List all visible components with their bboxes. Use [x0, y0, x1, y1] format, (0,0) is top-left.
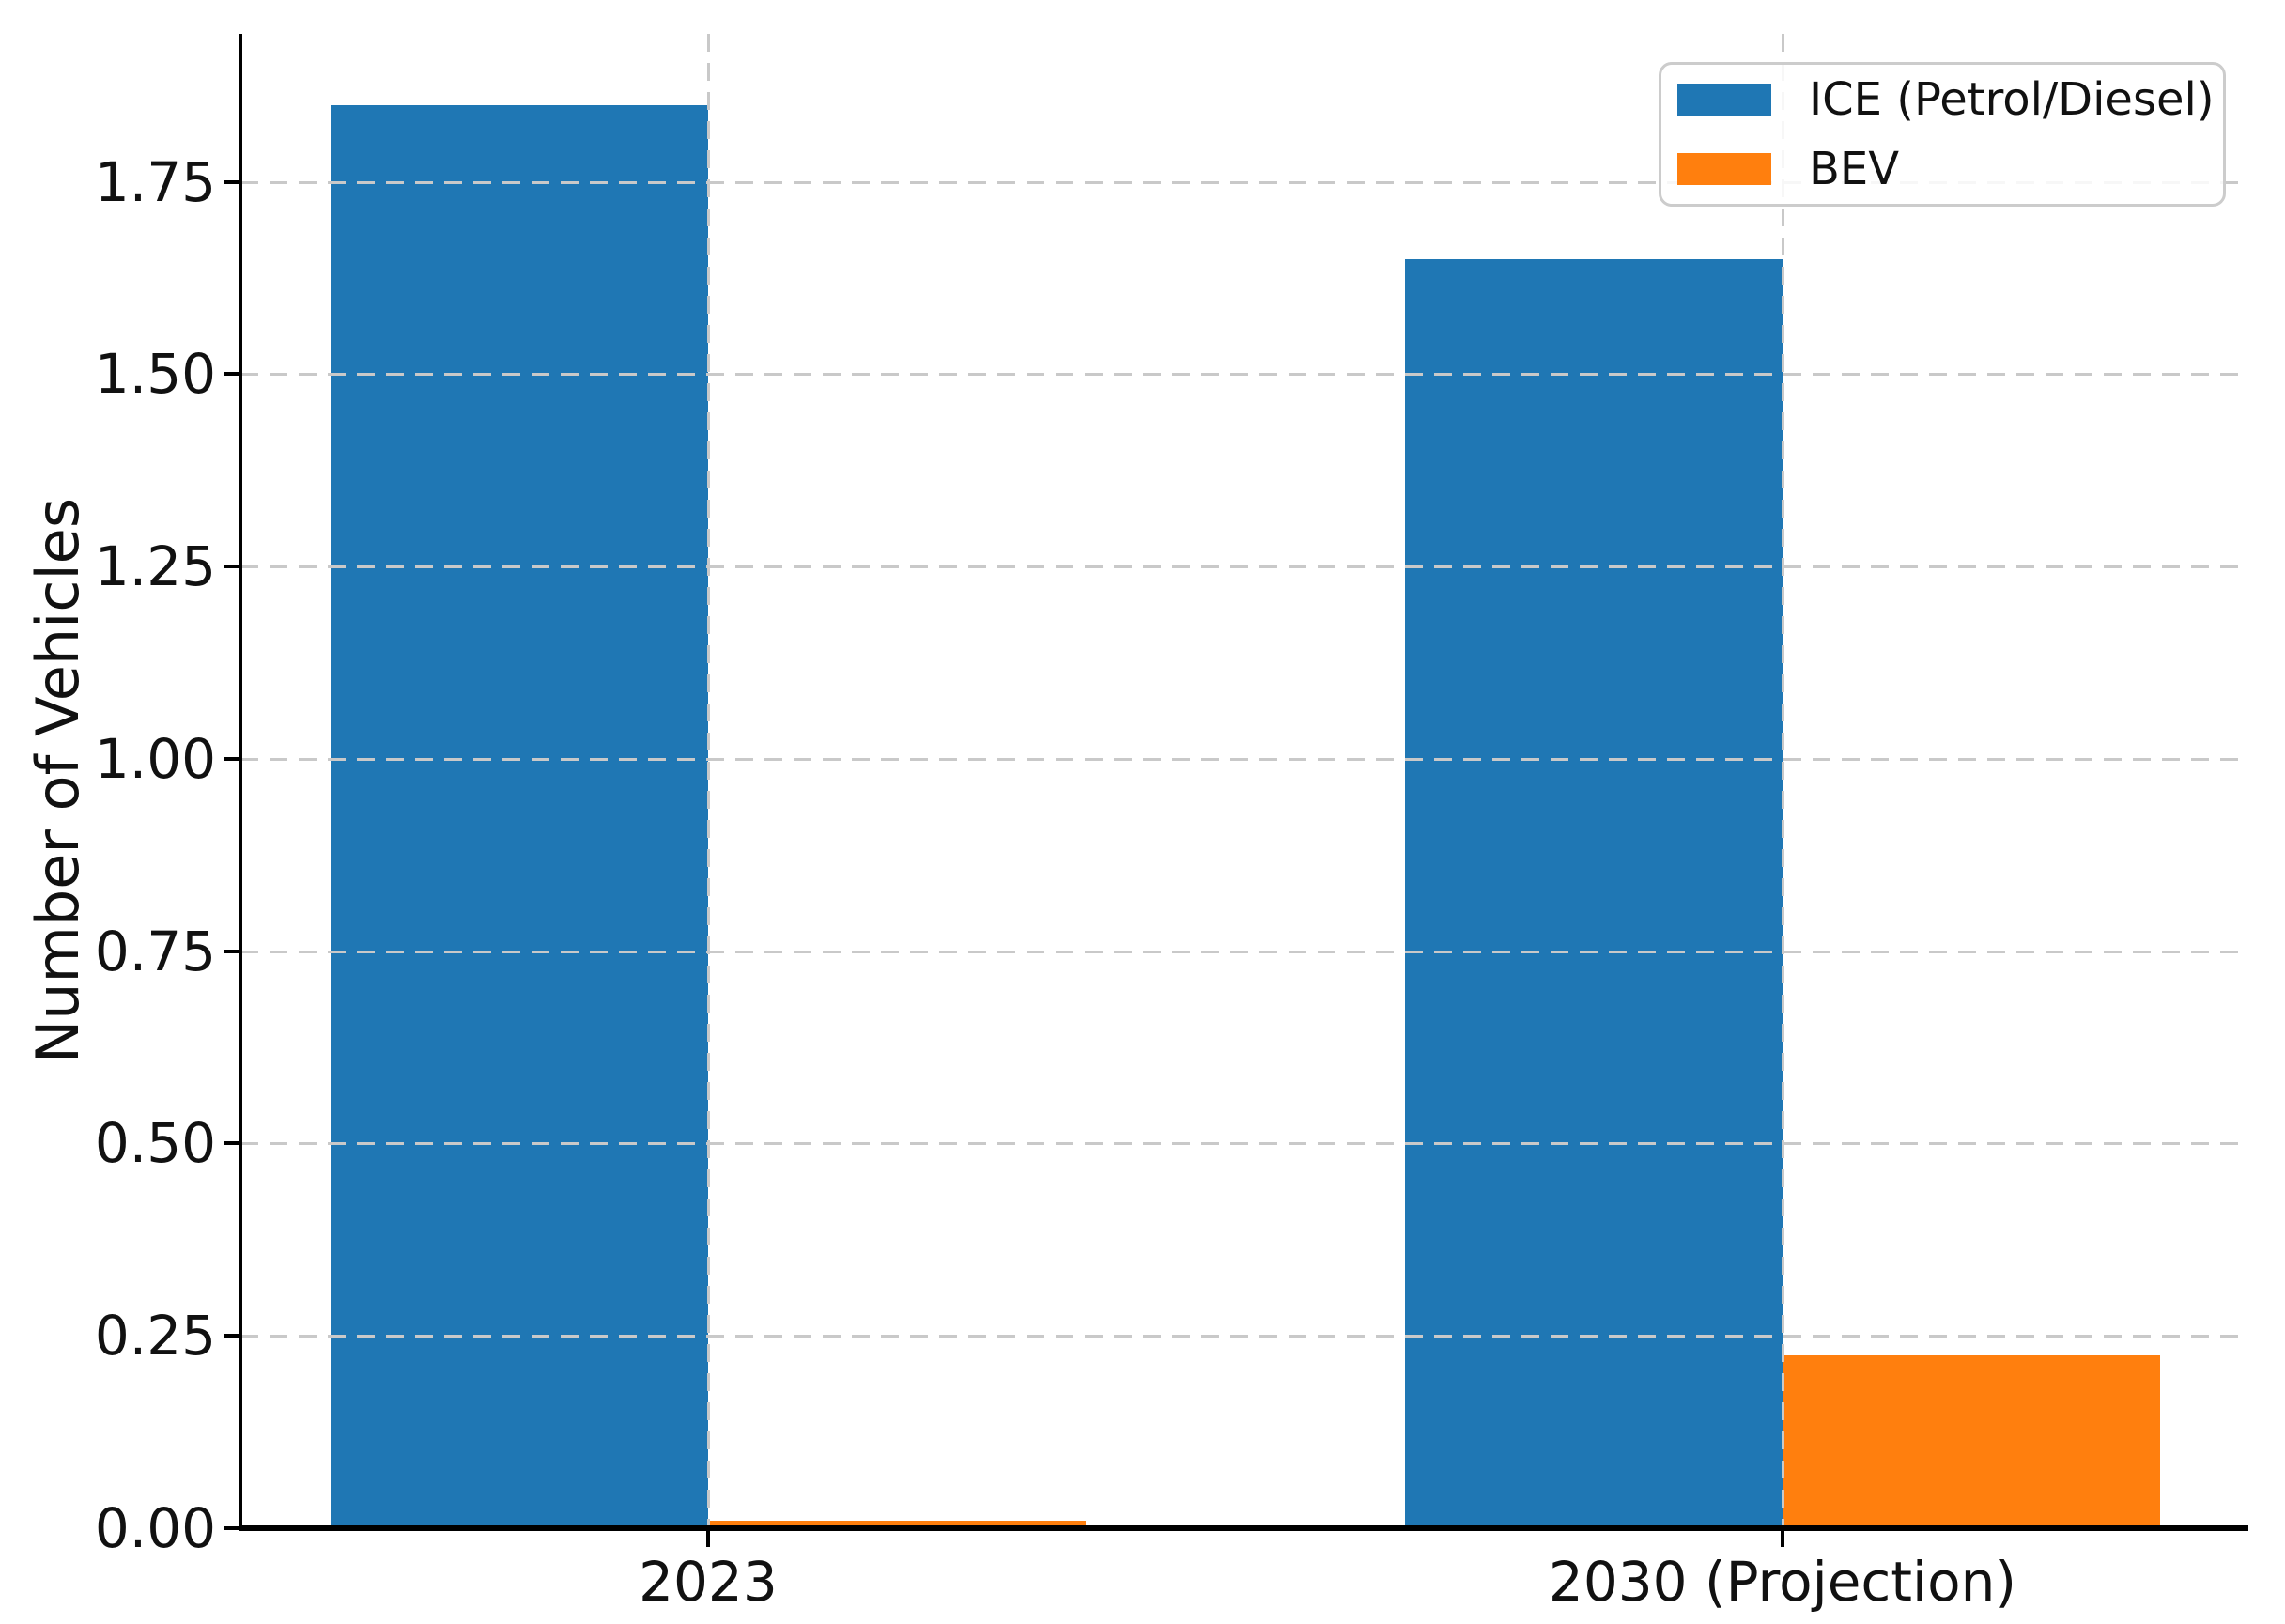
y-tick-label: 0.25	[94, 1304, 216, 1369]
x-tick-label: 2030 (Projection)	[1548, 1550, 2017, 1614]
legend-swatch-ice-petrol-diesel	[1677, 84, 1771, 116]
y-tick-label: 1.00	[94, 726, 216, 791]
legend-row-bev: BEV	[1677, 147, 2223, 192]
y-tick-label: 0.50	[94, 1111, 216, 1176]
gridline-h-1.75	[240, 180, 2248, 184]
y-tick-mark-0.50	[224, 1141, 240, 1146]
y-tick-mark-0.75	[224, 949, 240, 953]
y-tick-mark-0.25	[224, 1334, 240, 1338]
x-tick-label: 2023	[639, 1550, 778, 1614]
y-tick-mark-0.00	[224, 1526, 240, 1530]
legend-label-bev: BEV	[1809, 143, 1900, 195]
legend-swatch-bev	[1677, 153, 1771, 185]
x-tick-mark-2	[1780, 1531, 1784, 1547]
bar-bev-2030-projection	[1782, 1354, 2160, 1528]
bar-ice-petrol-diesel-2030-projection	[1404, 258, 1783, 1528]
bar-ice-petrol-diesel-2023	[330, 104, 708, 1528]
legend-row-ice-petrol-diesel: ICE (Petrol/Diesel)	[1677, 77, 2223, 122]
gridline-h-1.00	[240, 757, 2248, 761]
legend: ICE (Petrol/Diesel) BEV	[1659, 62, 2226, 207]
y-tick-mark-1.25	[224, 565, 240, 569]
bar-bev-2023	[707, 1520, 1086, 1528]
gridline-v-2	[1781, 34, 1784, 1528]
gridline-h-0.25	[240, 1335, 2248, 1338]
gridline-h-1.25	[240, 565, 2248, 569]
y-tick-label: 1.25	[94, 534, 216, 599]
y-tick-label: 0.00	[94, 1496, 216, 1560]
gridline-h-0.75	[240, 950, 2248, 953]
bottom-spine	[239, 1525, 2248, 1531]
y-tick-label: 1.75	[94, 149, 216, 214]
left-spine	[239, 34, 242, 1531]
y-tick-mark-1.75	[224, 179, 240, 184]
y-tick-mark-1.00	[224, 756, 240, 761]
gridline-h-0.50	[240, 1142, 2248, 1146]
gridline-v-1	[706, 34, 710, 1528]
legend-label-ice-petrol-diesel: ICE (Petrol/Diesel)	[1809, 73, 2215, 126]
x-tick-mark-1	[705, 1531, 710, 1547]
y-tick-label: 0.75	[94, 919, 216, 983]
y-tick-mark-1.50	[224, 372, 240, 377]
y-tick-label: 1.50	[94, 342, 216, 407]
gridline-h-1.50	[240, 373, 2248, 377]
